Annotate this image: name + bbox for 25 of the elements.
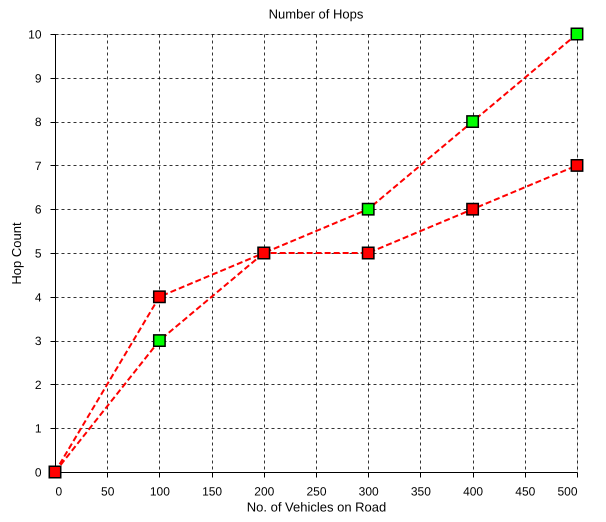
y-tick-label: 4 — [34, 290, 42, 304]
x-tick-label: 500 — [557, 484, 578, 498]
x-tick-label: 350 — [410, 484, 432, 498]
y-tick-label: 8 — [34, 115, 42, 130]
chart-title: Number of Hops — [268, 6, 364, 22]
x-tick-label: 200 — [254, 484, 275, 498]
y-axis-title: Hop Count — [9, 222, 24, 285]
y-tick-label: 2 — [34, 378, 42, 392]
x-tick-label: 300 — [358, 484, 380, 498]
x-tick-label: 450 — [515, 484, 536, 498]
x-tick-label: 0 — [56, 484, 62, 498]
y-tick-label: 10 — [28, 28, 42, 42]
x-tick-label: 400 — [463, 484, 484, 498]
y-tick-label: 6 — [34, 202, 42, 217]
y-tick-label: 5 — [34, 246, 42, 260]
x-tick-label: 100 — [150, 484, 170, 498]
y-tick-label: 3 — [34, 334, 42, 348]
y-tick-label: 7 — [34, 158, 42, 173]
y-tick-label: 9 — [34, 71, 42, 86]
x-tick-label: 150 — [202, 484, 222, 498]
x-axis-title: No. of Vehicles on Road — [246, 500, 386, 514]
x-tick-label: 250 — [306, 484, 327, 498]
y-tick-label: 0 — [34, 466, 42, 480]
y-tick-label: 1 — [34, 422, 42, 436]
x-tick-label: 50 — [101, 484, 115, 498]
